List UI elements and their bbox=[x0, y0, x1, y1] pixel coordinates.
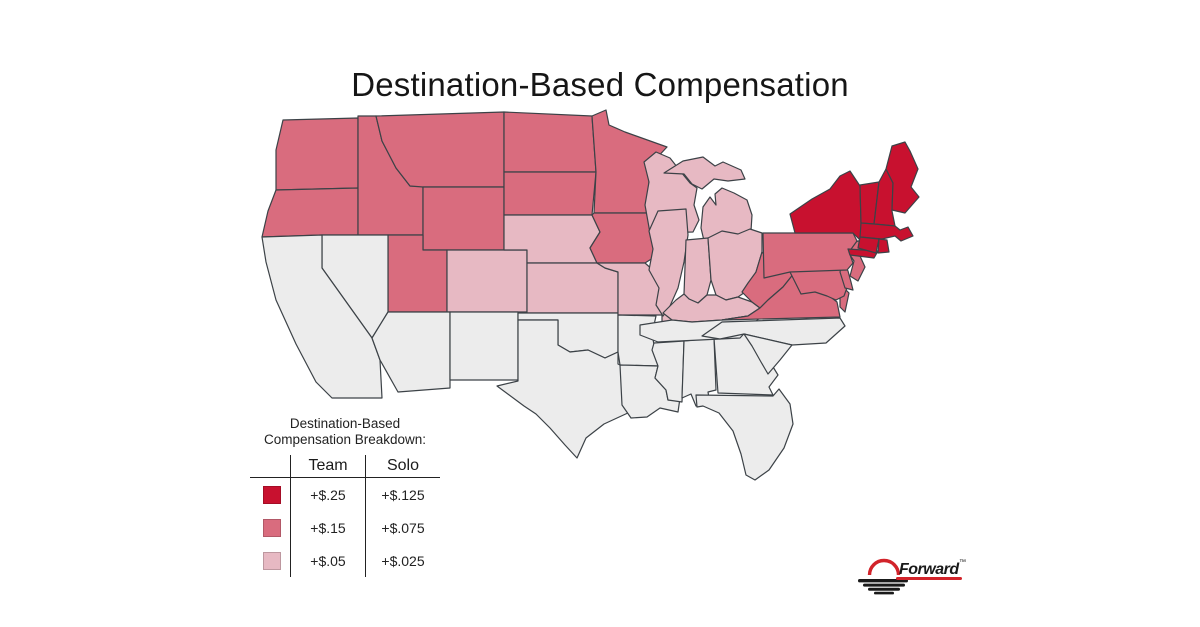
legend-row-mid: +$.15 +$.075 bbox=[250, 511, 440, 544]
state-fl bbox=[695, 388, 794, 481]
state-il bbox=[648, 208, 689, 317]
logo-underline bbox=[896, 577, 962, 580]
state-az bbox=[371, 311, 451, 393]
horizon-stripes-icon bbox=[858, 579, 908, 595]
state-ct bbox=[857, 236, 880, 254]
legend-swatch-low bbox=[263, 551, 281, 570]
state-sd bbox=[503, 171, 597, 216]
legend-heading-line2: Compensation Breakdown: bbox=[263, 432, 427, 447]
state-ca bbox=[261, 234, 383, 399]
legend: Destination-Based Compensation Breakdown… bbox=[250, 416, 440, 577]
legend-table: Team Solo +$.25 +$.125 +$.15 +$.075 +$.0… bbox=[250, 455, 440, 577]
state-ks bbox=[526, 262, 619, 314]
state-wa bbox=[275, 117, 359, 191]
state-ri bbox=[877, 238, 890, 254]
legend-column-team: Team bbox=[290, 455, 366, 477]
legend-heading-line1: Destination-Based bbox=[289, 416, 401, 431]
legend-swatch-mid bbox=[263, 518, 281, 537]
state-nc bbox=[701, 317, 846, 346]
legend-heading: Destination-Based Compensation Breakdown… bbox=[250, 416, 440, 448]
forward-logo: Forward ™ bbox=[858, 558, 966, 595]
legend-value-solo-low: +$.025 bbox=[381, 552, 425, 569]
forward-logo-mark bbox=[858, 558, 962, 595]
sunrise-arc-icon bbox=[867, 558, 901, 576]
legend-header-row: Team Solo bbox=[250, 455, 440, 478]
state-in bbox=[683, 237, 712, 304]
legend-value-team-mid: +$.15 bbox=[290, 511, 366, 544]
state-nm bbox=[449, 311, 519, 381]
legend-value-solo-high: +$.125 bbox=[381, 486, 425, 503]
states-group bbox=[261, 109, 920, 481]
state-wy bbox=[422, 186, 505, 251]
legend-value-team-high: +$.25 bbox=[290, 478, 366, 511]
legend-column-solo: Solo bbox=[386, 457, 420, 474]
legend-row-high: +$.25 +$.125 bbox=[250, 478, 440, 511]
state-nd bbox=[503, 111, 597, 173]
legend-value-solo-mid: +$.075 bbox=[381, 519, 425, 536]
legend-row-low: +$.05 +$.025 bbox=[250, 544, 440, 577]
trademark-symbol: ™ bbox=[959, 559, 966, 566]
legend-value-team-low: +$.05 bbox=[290, 544, 366, 577]
state-sc bbox=[743, 333, 793, 375]
state-pa bbox=[762, 232, 858, 279]
state-co bbox=[446, 249, 528, 313]
state-or bbox=[261, 187, 359, 238]
state-me bbox=[885, 141, 920, 214]
legend-swatch-high bbox=[263, 485, 281, 504]
forward-logo-wordmark: Forward bbox=[899, 561, 960, 578]
page-title: Destination-Based Compensation bbox=[351, 66, 849, 104]
